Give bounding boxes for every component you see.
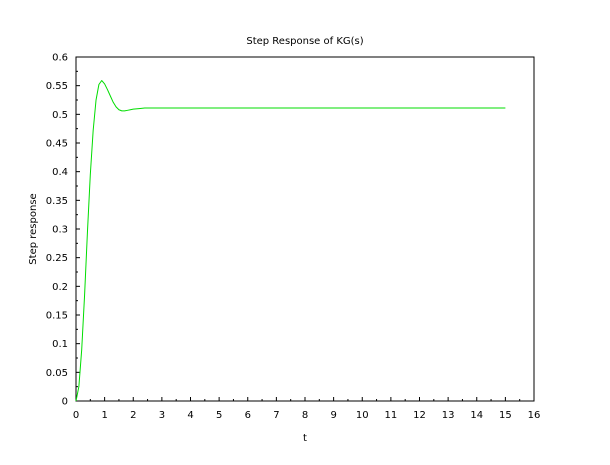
y-tick-label: 0.55: [46, 81, 68, 92]
x-tick-label: 7: [273, 410, 279, 421]
x-tick-label: 6: [245, 410, 251, 421]
chart-title: Step Response of KG(s): [246, 36, 363, 47]
plot-area-frame: [75, 56, 535, 402]
x-tick-label: 0: [73, 410, 79, 421]
y-tick-label: 0.05: [46, 368, 68, 379]
x-tick-label: 4: [187, 410, 193, 421]
y-tick-label: 0.45: [46, 139, 68, 150]
y-tick-label: 0.25: [46, 253, 68, 264]
x-tick-label: 5: [216, 410, 222, 421]
x-tick-label: 12: [413, 410, 426, 421]
axis-ticks: 0 1 2 3 4 5 6 7 8 9 10 11 12 13 14 15 1600.050.10.150.20…: [46, 53, 541, 422]
y-tick-label: 0.5: [52, 110, 68, 121]
series-layer: [75, 80, 506, 402]
step-response-line: [75, 80, 506, 402]
x-tick-label: 3: [159, 410, 165, 421]
x-tick-label: 10: [356, 410, 369, 421]
y-tick-label: 0.15: [46, 311, 68, 322]
x-tick-label: 2: [130, 410, 136, 421]
y-tick-label: 0.1: [52, 339, 68, 350]
y-tick-label: 0.2: [52, 282, 68, 293]
x-tick-label: 1: [101, 410, 107, 421]
y-tick-label: 0.35: [46, 196, 68, 207]
y-tick-label: 0: [62, 397, 68, 408]
x-tick-label: 8: [302, 410, 308, 421]
x-tick-label: 16: [528, 410, 541, 421]
y-tick-label: 0.3: [52, 225, 68, 236]
x-tick-label: 15: [499, 410, 512, 421]
x-tick-label: 14: [470, 410, 483, 421]
x-tick-label: 9: [330, 410, 336, 421]
x-tick-label: 13: [442, 410, 455, 421]
x-tick-label: 11: [385, 410, 398, 421]
x-axis-title: t: [303, 433, 307, 444]
y-axis-title: Step response: [28, 193, 39, 264]
y-tick-label: 0.4: [52, 167, 68, 178]
y-tick-label: 0.6: [52, 53, 68, 64]
